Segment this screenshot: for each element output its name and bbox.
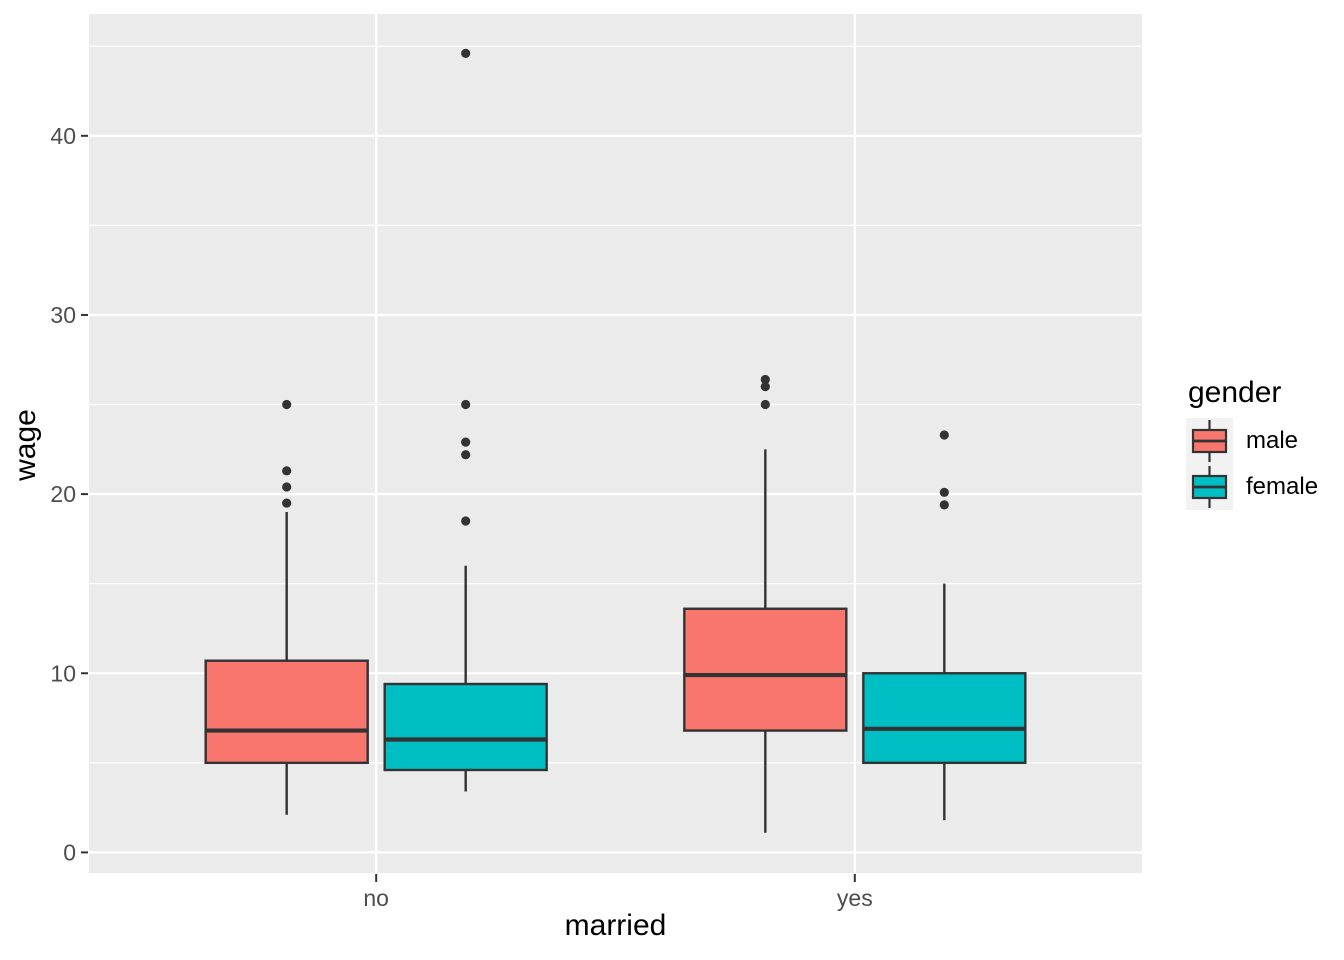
x-axis-title: married xyxy=(564,909,667,942)
y-axis-title: wage xyxy=(9,409,42,481)
box-yes-female xyxy=(862,672,1027,765)
box-no-male-outlier-25 xyxy=(282,399,292,410)
box-no-female-outlier-22.9 xyxy=(461,437,471,447)
legend-item-male: male xyxy=(1169,418,1344,464)
x-tick-label-no: no xyxy=(363,885,389,911)
y-tick-label-40: 40 xyxy=(50,123,76,149)
legend-title: gender xyxy=(1188,376,1282,409)
box-no-male xyxy=(204,659,369,765)
boxplot-key-icon-male xyxy=(1186,418,1233,464)
box-no-female xyxy=(383,682,548,772)
y-tick-label-10: 10 xyxy=(50,660,76,686)
legend-label-male: male xyxy=(1246,427,1299,454)
box-yes-female-outlier-20.1 xyxy=(939,487,949,497)
legend-label-female: female xyxy=(1246,473,1319,500)
box-yes-male-outlier-26.4 xyxy=(760,374,770,385)
box-yes-male-outlier-25 xyxy=(760,399,770,410)
box-no-male-outlier-21.3 xyxy=(282,466,292,476)
y-tick-label-0: 0 xyxy=(63,839,76,865)
y-tick-label-20: 20 xyxy=(50,481,76,507)
x-tick-label-yes: yes xyxy=(837,885,873,911)
box-no-female-outlier-44.6 xyxy=(461,48,471,59)
box-yes-male xyxy=(683,607,848,732)
box-no-female-outlier-18.5 xyxy=(461,516,471,526)
box-no-female-outlier-22.2 xyxy=(461,450,471,460)
y-tick-label-30: 30 xyxy=(50,302,76,328)
boxplot-key-icon-female xyxy=(1186,464,1233,510)
box-no-male-outlier-19.5 xyxy=(282,498,292,508)
box-yes-male-outlier-26 xyxy=(760,382,770,392)
legend-item-female: female xyxy=(1169,464,1344,510)
legend: gender male female xyxy=(1169,374,1344,510)
box-yes-female-outlier-23.3 xyxy=(939,430,949,440)
legend-items: male female xyxy=(1169,418,1344,510)
box-yes-female-outlier-19.4 xyxy=(939,500,949,510)
box-no-female-outlier-25 xyxy=(461,399,471,410)
box-no-male-outlier-20.4 xyxy=(282,482,292,492)
